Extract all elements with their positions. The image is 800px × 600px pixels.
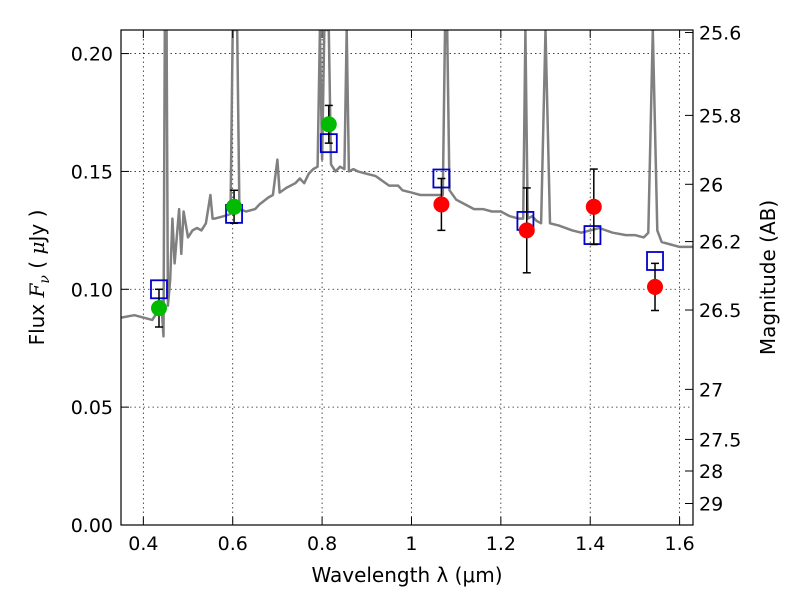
y-tick-label: 0.00 [71,515,113,537]
y-axis-title-b: F [25,282,49,298]
right-axis-title: Magnitude (AB) [756,200,780,355]
x-tick-label: 1.4 [575,533,605,555]
x-tick-label: 1 [405,533,417,555]
observed-point-green [320,116,337,133]
x-tick-label: 1.2 [486,533,516,555]
grid-lines [121,30,693,526]
observed-point-red [647,278,664,295]
observed-point-red [518,222,535,239]
plot-frame [120,29,694,526]
y-axis-title-d: ( [25,255,49,276]
model-spectrum-line [121,30,693,338]
x-axis-title: Wavelength λ (μm) [311,563,502,587]
mag-tick-label: 28 [699,461,723,483]
mag-tick-label: 26.5 [699,300,741,322]
y-axis-title: Flux Fν ( μJy ) [25,210,53,346]
y-axis-title-c: ν [37,275,53,284]
observed-point-green [150,300,167,317]
y-tick-label: 0.05 [71,397,113,419]
axis-ticks: 0.4 0.6 0.8 1 1.2 1.4 1.6 0.00 0.05 0.10 0.15 0.20 2… [71,23,742,555]
y-axis-title-a: Flux [25,297,49,345]
y-tick-label: 0.10 [71,279,113,301]
plot-data [121,30,693,338]
mag-tick-label: 25.6 [699,23,741,45]
mag-tick-label: 26.2 [699,232,741,254]
x-tick-label: 0.8 [307,533,337,555]
mag-tick-label: 26 [699,174,723,196]
y-tick-label: 0.15 [71,161,113,183]
mag-tick-label: 25.8 [699,105,741,127]
observed-point-red [433,196,450,213]
x-tick-label: 0.4 [128,533,158,555]
observed-point-green [226,198,243,215]
y-axis-title-f: Jy ) [25,210,49,244]
x-tick-label: 0.6 [218,533,248,555]
x-tick-label: 1.6 [664,533,694,555]
y-tick-label: 0.20 [71,44,113,66]
mag-tick-label: 29 [699,494,723,516]
mag-tick-label: 27.5 [699,429,741,451]
y-axis-title-e: μ [25,242,49,255]
observed-point-red [585,198,602,215]
mag-tick-label: 27 [699,379,723,401]
